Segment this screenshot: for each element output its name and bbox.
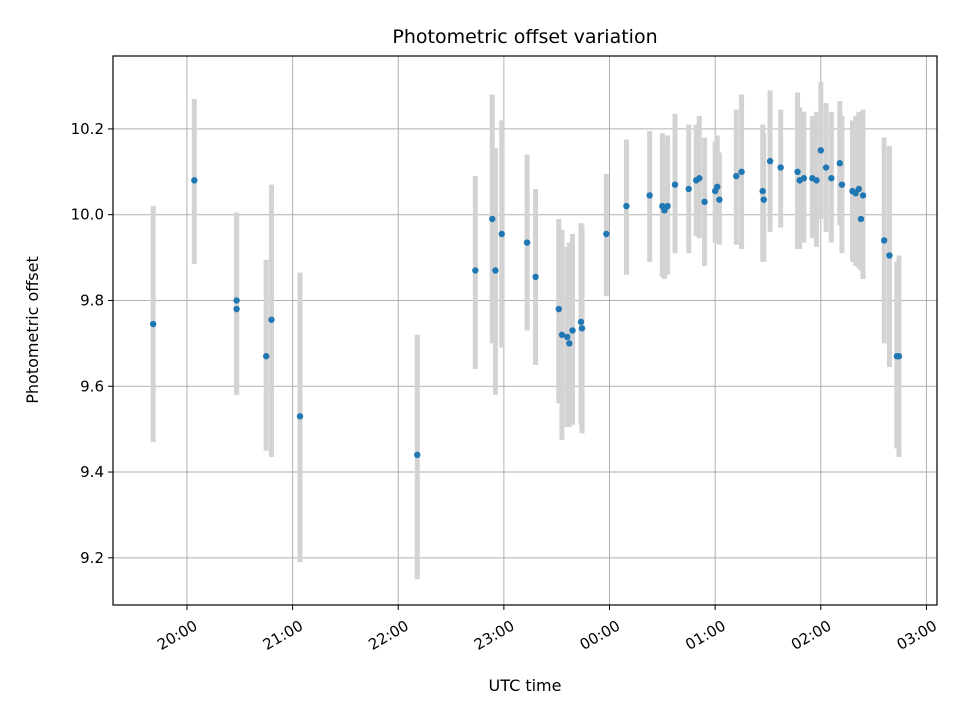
data-point — [569, 327, 576, 334]
data-point — [489, 215, 496, 223]
data-point — [794, 168, 801, 176]
data-point — [566, 340, 573, 347]
data-point — [766, 157, 774, 165]
data-point — [800, 175, 808, 182]
data-point — [880, 237, 888, 244]
data-point — [577, 318, 585, 326]
data-point — [523, 239, 531, 246]
data-point — [716, 196, 723, 203]
y-tick-label: 9.6 — [80, 377, 104, 395]
data-point — [149, 320, 157, 328]
data-point — [859, 192, 867, 199]
data-point — [233, 297, 240, 304]
data-point — [733, 172, 740, 180]
data-point — [555, 305, 563, 313]
data-point — [603, 230, 610, 238]
data-point — [828, 175, 835, 182]
data-point — [759, 187, 766, 195]
data-point — [262, 353, 270, 360]
y-tick-label: 9.8 — [80, 291, 104, 309]
data-point — [532, 273, 539, 281]
data-point — [296, 413, 304, 420]
data-point — [646, 192, 653, 199]
data-points — [149, 147, 903, 459]
y-axis-ticks: 9.2 9.4 9.6 9.8 10.0 10.2 — [71, 120, 113, 567]
data-point — [696, 175, 703, 182]
data-point — [671, 181, 679, 188]
y-tick-label: 10.2 — [71, 120, 104, 138]
data-point — [664, 202, 671, 210]
data-point — [714, 183, 721, 191]
data-point — [895, 353, 903, 360]
data-point — [738, 168, 745, 176]
data-point — [233, 305, 240, 313]
data-point — [886, 252, 893, 259]
y-tick-label: 9.4 — [80, 463, 104, 481]
data-point — [492, 267, 499, 274]
data-point — [813, 177, 820, 184]
data-point — [701, 198, 708, 206]
data-point — [817, 147, 824, 154]
data-point — [857, 215, 865, 223]
data-point — [578, 325, 586, 332]
data-point — [414, 451, 421, 459]
data-point — [623, 202, 630, 210]
data-point — [564, 333, 571, 341]
data-point — [498, 230, 505, 238]
y-tick-label: 9.2 — [80, 549, 104, 567]
y-axis-label: Photometric offset — [23, 256, 42, 404]
chart-title: Photometric offset variation — [392, 26, 657, 48]
data-point — [472, 267, 479, 274]
data-point — [838, 181, 846, 188]
data-point — [558, 331, 566, 338]
x-axis-label: UTC time — [489, 676, 562, 695]
data-point — [855, 185, 863, 193]
plot-frame — [112, 55, 938, 606]
data-point — [836, 160, 844, 167]
data-point — [822, 164, 830, 171]
data-point — [191, 177, 198, 184]
data-point — [268, 316, 275, 323]
y-tick-label: 10.0 — [71, 206, 104, 224]
data-point — [685, 185, 692, 193]
data-point — [760, 196, 767, 203]
data-point — [777, 164, 784, 171]
